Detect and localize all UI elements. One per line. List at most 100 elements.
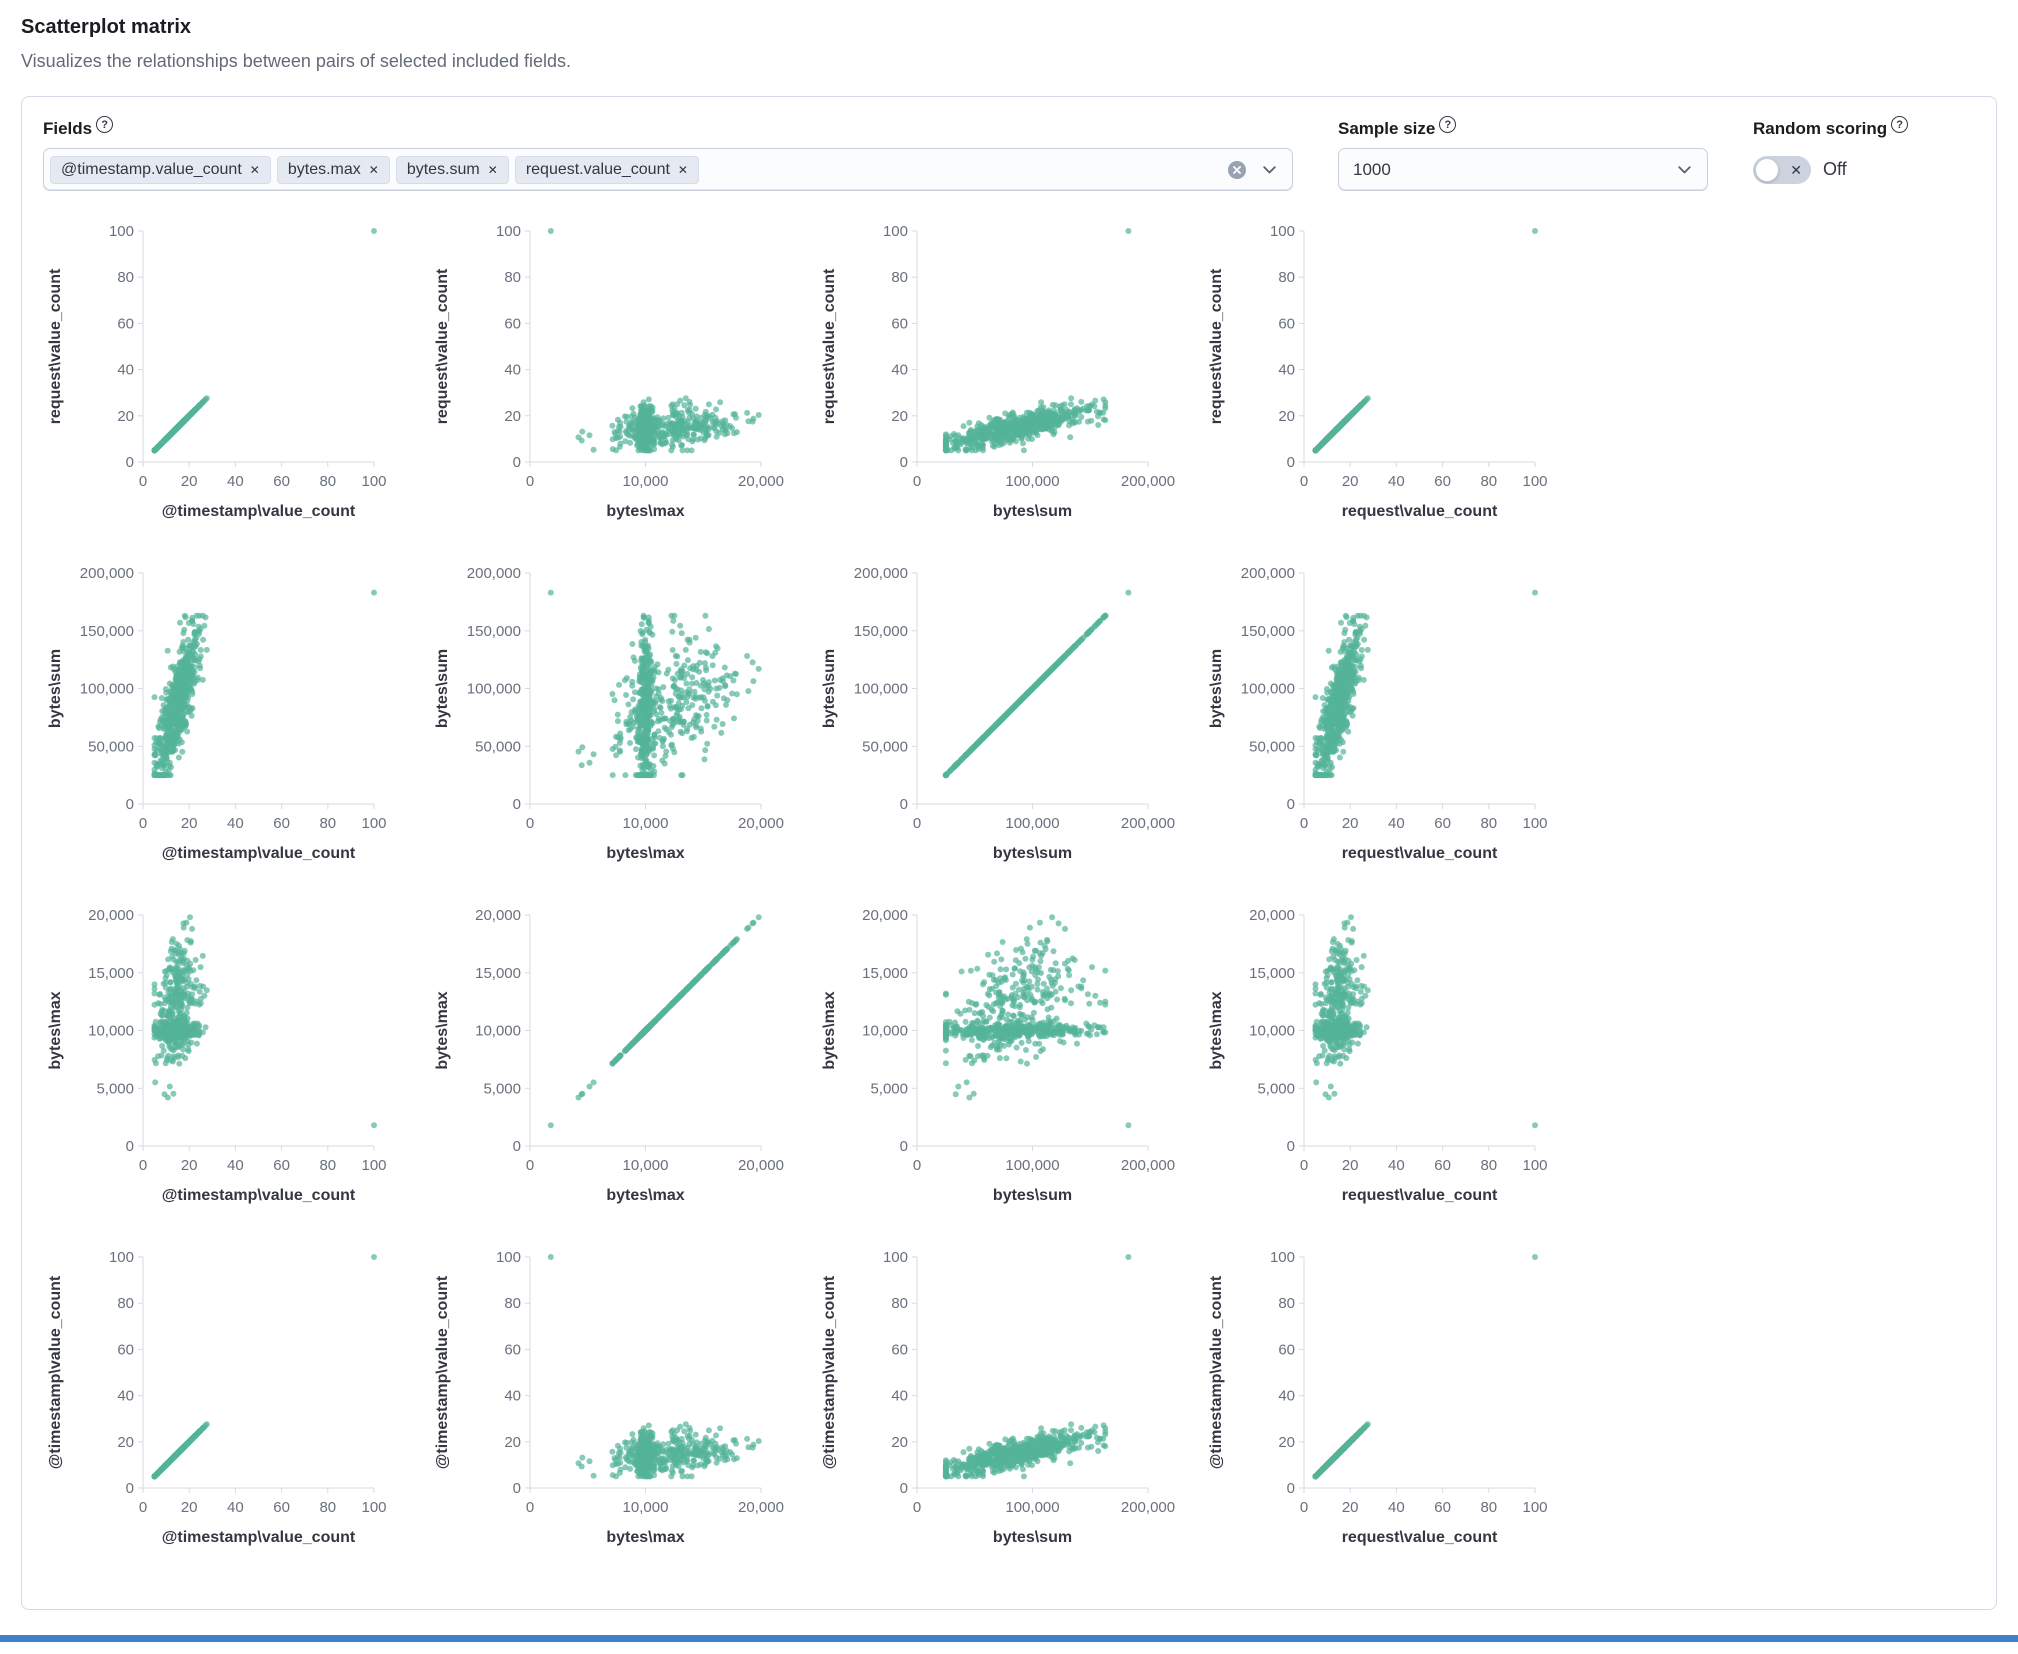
page: Scatterplot matrix Visualizes the relati… [0, 16, 2018, 1642]
svg-text:20,000: 20,000 [738, 473, 784, 490]
svg-text:bytes\sum: bytes\sum [993, 503, 1072, 520]
toggle-thumb [1755, 157, 1779, 182]
sample-size-control: Sample size ? 1000 [1338, 116, 1708, 191]
svg-text:20: 20 [1278, 408, 1295, 425]
svg-text:100: 100 [1522, 473, 1547, 490]
svg-text:50,000: 50,000 [1249, 738, 1295, 755]
svg-text:request\value_count: request\value_count [1208, 268, 1225, 424]
svg-text:20: 20 [1342, 473, 1359, 490]
page-subtitle: Visualizes the relationships between pai… [21, 51, 571, 71]
fields-help-icon[interactable]: ? [96, 116, 114, 133]
svg-text:0: 0 [900, 454, 908, 471]
svg-text:0: 0 [913, 815, 921, 832]
scatter-cell: 0 20 40 60 80 100 0 50,000 100,000 150,000 200,000… [47, 565, 387, 862]
svg-text:request\value_count: request\value_count [1342, 503, 1498, 520]
remove-field-icon[interactable]: ✕ [249, 162, 260, 177]
svg-text:60: 60 [891, 315, 908, 332]
svg-text:100: 100 [496, 223, 521, 240]
svg-text:request\value_count: request\value_count [47, 268, 64, 424]
svg-text:100,000: 100,000 [1005, 815, 1059, 832]
svg-text:20: 20 [181, 473, 198, 490]
svg-text:50,000: 50,000 [475, 738, 521, 755]
svg-text:0: 0 [1287, 454, 1295, 471]
svg-text:150,000: 150,000 [467, 623, 521, 640]
svg-text:bytes\sum: bytes\sum [821, 649, 838, 728]
sample-size-select[interactable]: 1000 [1338, 148, 1708, 191]
svg-text:100,000: 100,000 [854, 681, 908, 698]
fields-chevron-down-icon[interactable] [1261, 161, 1278, 178]
page-title: Scatterplot matrix [21, 16, 192, 38]
scatter-cell: 0 20 40 60 80 100020406080100@timestamp\value… [47, 1249, 387, 1546]
scatter-cell: 0 20 40 60 80 10005,00010,00015,00020,000requ… [1208, 907, 1548, 1204]
svg-text:60: 60 [273, 473, 290, 490]
svg-text:0: 0 [1300, 473, 1308, 490]
svg-text:100: 100 [361, 473, 386, 490]
fields-control: Fields ? @timestamp.value_count ✕ bytes.ma… [43, 116, 1293, 191]
scatter-cell: 0 20 40 60 80 100020406080100@timestamp\value… [47, 223, 387, 520]
sample-size-label: Sample size [1338, 119, 1436, 138]
svg-text:80: 80 [319, 473, 336, 490]
svg-text:@timestamp\value_count: @timestamp\value_count [162, 503, 356, 520]
random-scoring-toggle[interactable]: ✕ [1753, 155, 1811, 184]
svg-text:200,000: 200,000 [1121, 815, 1175, 832]
svg-text:bytes\sum: bytes\sum [1208, 649, 1225, 728]
field-pill[interactable]: bytes.max ✕ [276, 155, 390, 184]
sample-size-help-icon[interactable]: ? [1439, 116, 1457, 133]
remove-field-icon[interactable]: ✕ [368, 162, 379, 177]
svg-text:150,000: 150,000 [854, 623, 908, 640]
svg-text:100: 100 [361, 815, 386, 832]
svg-text:150,000: 150,000 [80, 623, 134, 640]
field-pill[interactable]: request.value_count ✕ [514, 155, 699, 184]
svg-text:100: 100 [1522, 815, 1547, 832]
scatterplot-matrix-panel: Fields ? @timestamp.value_count ✕ bytes.ma… [21, 96, 1997, 1610]
field-pill[interactable]: bytes.sum ✕ [395, 155, 509, 184]
svg-text:20,000: 20,000 [738, 815, 784, 832]
scatter-cell: 0 10,000 20,00005,00010,00015,00020,000byt… [434, 907, 784, 1204]
field-pill-label: @timestamp.value_count [61, 160, 242, 178]
svg-text:200,000: 200,000 [467, 565, 521, 582]
svg-text:200,000: 200,000 [1241, 565, 1295, 582]
controls-row: Fields ? @timestamp.value_count ✕ bytes.ma… [43, 116, 1975, 191]
svg-text:200,000: 200,000 [854, 565, 908, 582]
random-scoring-label: Random scoring [1753, 119, 1888, 138]
fields-label: Fields [43, 119, 93, 138]
svg-text:0: 0 [513, 454, 521, 471]
scatter-cell: 0 100,000 200,000 0 20 40 60 80 100 bytes\sum requ… [821, 223, 1175, 520]
scatter-cell: 0 100,000 200,000020406080100bytes\sum@tim… [821, 1249, 1175, 1546]
svg-text:100,000: 100,000 [467, 681, 521, 698]
svg-text:200,000: 200,000 [80, 565, 134, 582]
scatter-cell: 0 10,000 20,000 0 20 40 60 80 100 bytes\max reques… [434, 223, 784, 520]
svg-text:request\value_count: request\value_count [1342, 845, 1498, 862]
remove-field-icon[interactable]: ✕ [677, 162, 688, 177]
svg-text:bytes\sum: bytes\sum [434, 649, 451, 728]
fields-combobox[interactable]: @timestamp.value_count ✕ bytes.max ✕ bytes.s… [43, 148, 1293, 191]
field-pill-label: bytes.sum [406, 160, 480, 178]
svg-text:80: 80 [504, 269, 521, 286]
remove-field-icon[interactable]: ✕ [487, 162, 498, 177]
svg-text:40: 40 [227, 473, 244, 490]
svg-text:60: 60 [1278, 315, 1295, 332]
svg-text:0: 0 [139, 815, 147, 832]
svg-text:100,000: 100,000 [80, 681, 134, 698]
svg-text:100,000: 100,000 [1241, 681, 1295, 698]
combobox-icons [1226, 159, 1278, 181]
svg-text:80: 80 [891, 269, 908, 286]
svg-text:10,000: 10,000 [623, 815, 669, 832]
field-pill-label: bytes.max [287, 160, 361, 178]
clear-fields-icon[interactable] [1226, 159, 1248, 181]
scatter-cell: 0 100,000 200,000 0 50,000 100,000 150,000 200,… [821, 565, 1175, 862]
svg-text:request\value_count: request\value_count [821, 268, 838, 424]
scatter-cell: 0 100,000 200,00005,00010,00015,00020,000b… [821, 907, 1175, 1204]
svg-text:100: 100 [109, 223, 134, 240]
field-pill[interactable]: @timestamp.value_count ✕ [50, 155, 271, 184]
svg-text:80: 80 [1480, 473, 1497, 490]
svg-text:80: 80 [319, 815, 336, 832]
svg-text:bytes\sum: bytes\sum [993, 845, 1072, 862]
svg-text:0: 0 [126, 454, 134, 471]
svg-text:0: 0 [913, 473, 921, 490]
svg-text:20: 20 [891, 408, 908, 425]
scatterplot-matrix: 0 20 40 60 80 100 0 20 40 60 80 100 @timestamp\value… [43, 219, 1975, 1587]
field-pill-label: request.value_count [525, 160, 670, 178]
svg-text:20: 20 [1342, 815, 1359, 832]
random-scoring-help-icon[interactable]: ? [1891, 116, 1909, 133]
